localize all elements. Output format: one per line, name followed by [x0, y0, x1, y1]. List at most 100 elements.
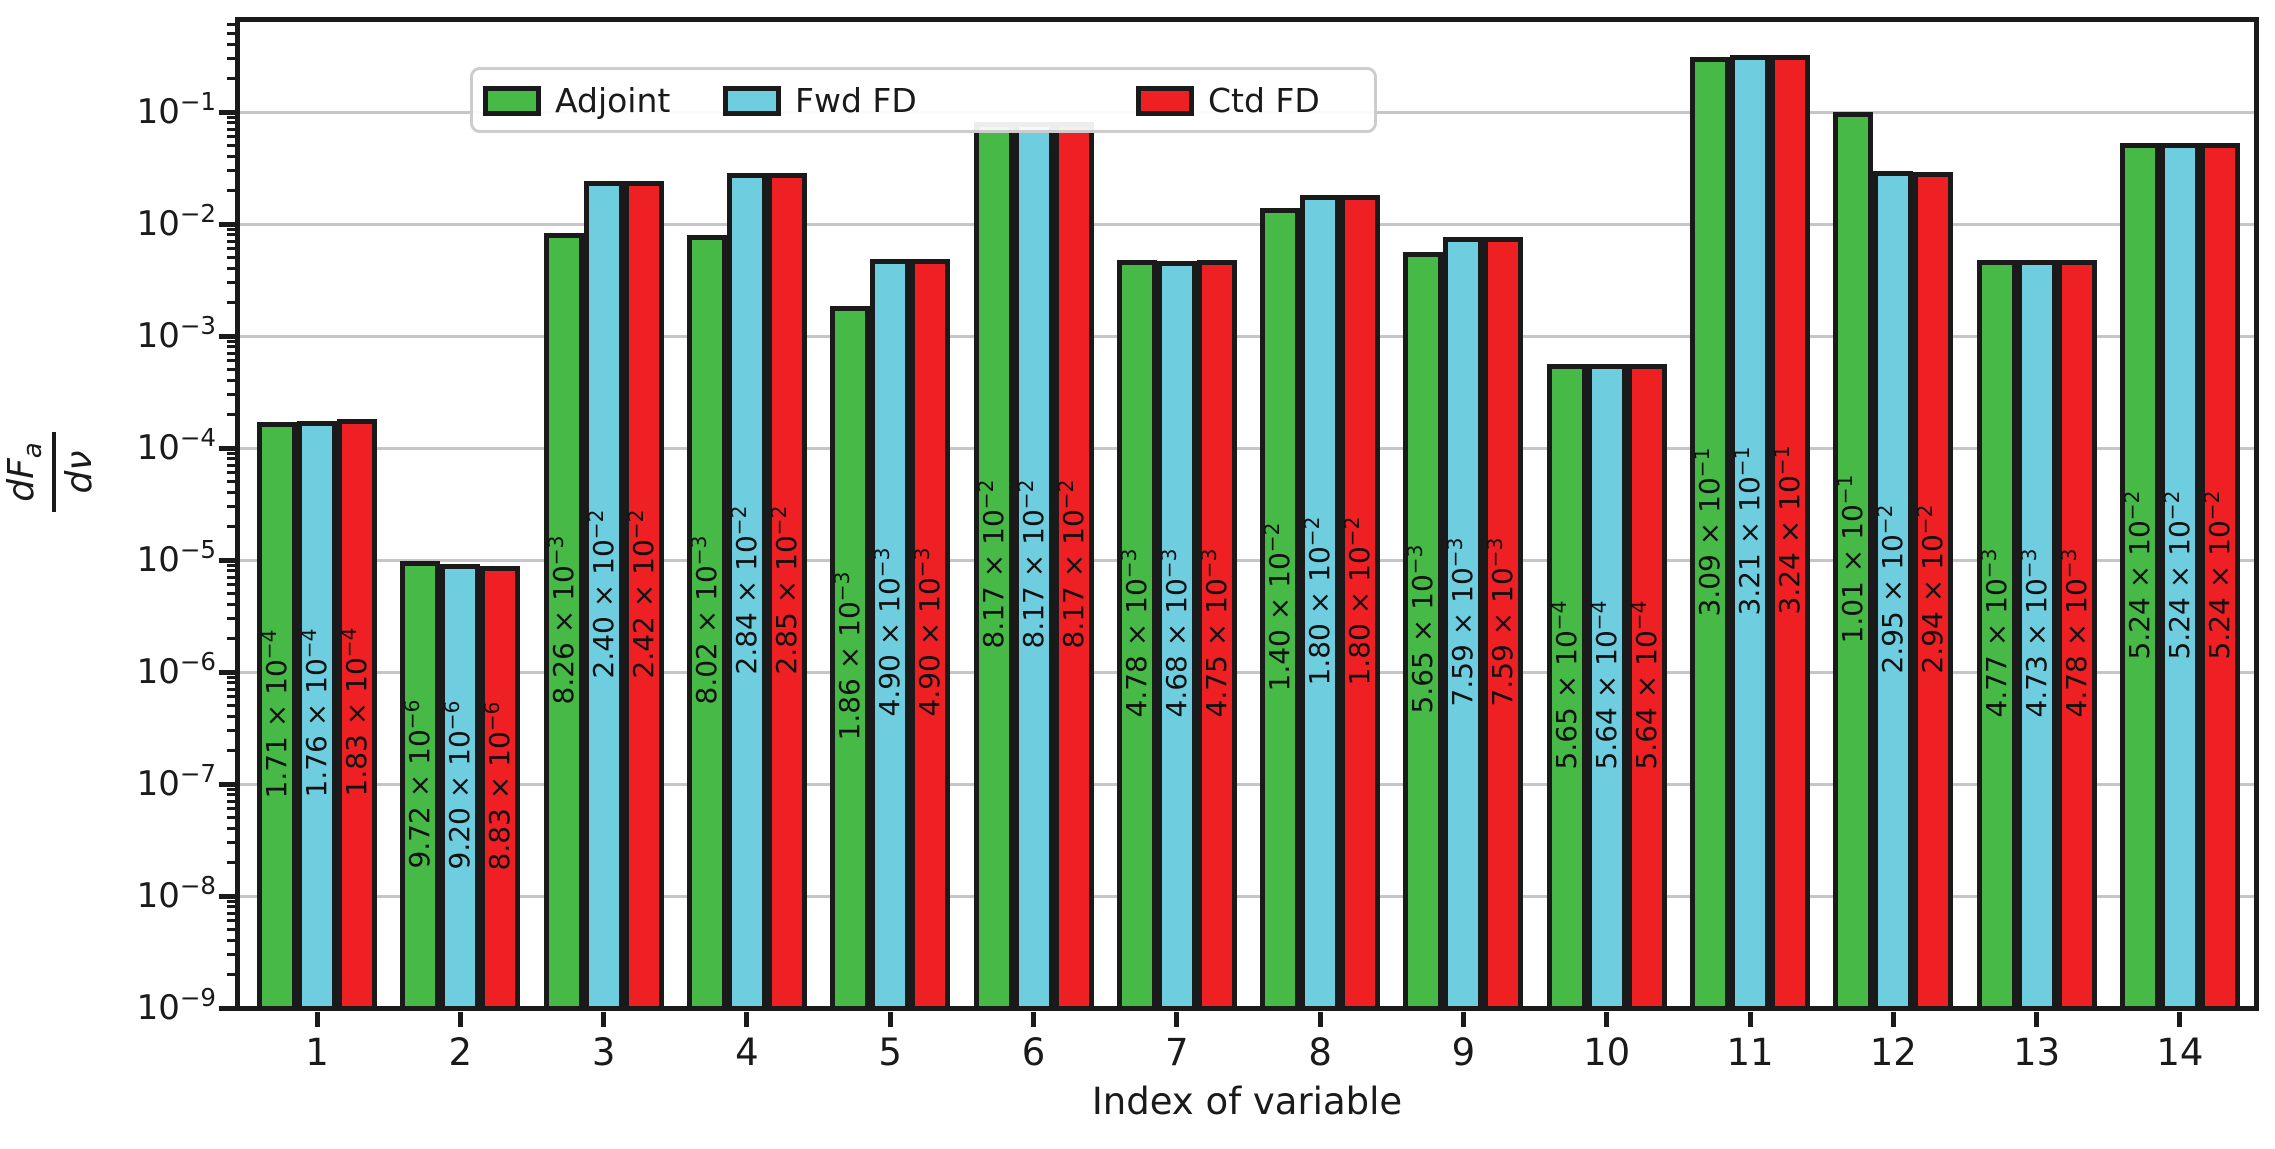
x-tick: [1460, 1012, 1466, 1027]
y-minor-tick: [227, 281, 235, 285]
y-minor-tick: [227, 135, 235, 139]
y-tick-label: 10−9: [136, 983, 216, 1028]
y-major-tick: [219, 109, 235, 115]
bar-value-label: 5.64 × 10−4: [1626, 600, 1663, 770]
y-minor-tick: [227, 351, 235, 355]
bar-value-label: 8.17 × 10−2: [973, 479, 1010, 649]
bar-fwd-fd: [1730, 55, 1770, 1006]
bar-value-label: 1.71 × 10−4: [256, 629, 293, 799]
bar-adjoint: [1403, 251, 1444, 1006]
x-tick-label: 12: [1869, 1031, 1917, 1074]
fraction-bar: [52, 432, 57, 512]
legend-label-ctd-fd: Ctd FD: [1208, 80, 1320, 120]
bar-value-label: 5.65 × 10−4: [1546, 600, 1583, 770]
bar-adjoint: [686, 234, 727, 1006]
bar-value-label: 4.78 × 10−3: [2056, 548, 2093, 718]
y-minor-tick: [227, 687, 235, 691]
bar-fwd-fd: [1443, 237, 1484, 1006]
x-axis-label: Index of variable: [1091, 1080, 1403, 1123]
y-major-tick: [219, 445, 235, 451]
x-tick: [1031, 1012, 1036, 1027]
y-major-tick: [219, 333, 235, 339]
bar-value-label: 4.90 × 10−3: [869, 547, 907, 717]
y-minor-tick: [227, 860, 235, 864]
bar-fwd-fd: [870, 258, 911, 1006]
y-gridline: [240, 558, 2254, 562]
x-tick-label: 2: [448, 1031, 473, 1074]
y-minor-tick: [227, 953, 235, 957]
bar-fwd-fd: [2016, 260, 2057, 1006]
bar-value-label: 8.17 × 10−2: [1053, 479, 1090, 649]
x-tick-label: 6: [1021, 1031, 1046, 1074]
y-tick-label: 10−4: [136, 423, 216, 468]
y-minor-tick: [227, 267, 235, 271]
y-minor-tick: [227, 412, 235, 416]
y-minor-tick: [227, 919, 235, 923]
bar-value-label: 8.17 × 10−2: [1013, 479, 1050, 649]
bar-adjoint: [1116, 259, 1157, 1006]
bar-fwd-fd: [440, 564, 481, 1006]
bar-value-label: 1.40 × 10−2: [1259, 522, 1297, 692]
y-minor-tick: [227, 617, 235, 621]
y-minor-tick: [227, 704, 235, 708]
y-tick-label: 10−1: [136, 87, 216, 132]
bar-fwd-fd: [2159, 143, 2200, 1006]
y-minor-tick: [227, 505, 235, 509]
bar-adjoint: [1976, 260, 2017, 1006]
legend-swatch-ctd-fd: [1136, 86, 1194, 116]
y-minor-tick: [227, 471, 235, 475]
y-minor-tick: [227, 807, 235, 811]
bar-ctd-fd: [910, 258, 951, 1006]
bar-value-label: 2.84 × 10−2: [726, 505, 763, 675]
x-tick: [887, 1012, 893, 1027]
bar-ctd-fd: [1053, 121, 1094, 1006]
x-tick-label: 7: [1165, 1031, 1189, 1074]
y-minor-tick: [227, 787, 235, 791]
y-minor-tick: [227, 524, 235, 528]
bar-ctd-fd: [2056, 259, 2097, 1006]
y-minor-tick: [227, 115, 235, 119]
x-tick: [1174, 1012, 1180, 1027]
bar-adjoint: [1833, 111, 1874, 1006]
x-tick-label: 11: [1726, 1031, 1774, 1074]
bar-value-label: 9.72 × 10−6: [399, 699, 437, 869]
x-tick: [2177, 1012, 2183, 1027]
y-major-tick: [219, 893, 235, 899]
y-minor-tick: [227, 239, 235, 243]
bar-ctd-fd: [1626, 363, 1667, 1006]
y-minor-tick: [227, 188, 235, 192]
x-tick: [1890, 1012, 1896, 1027]
y-minor-tick: [227, 233, 235, 237]
bar-ctd-fd: [766, 173, 807, 1006]
x-tick: [1747, 1012, 1753, 1027]
y-minor-tick: [227, 939, 235, 943]
legend-label-fwd-fd: Fwd FD: [795, 80, 917, 120]
y-minor-tick: [227, 563, 235, 567]
bar-adjoint: [400, 561, 441, 1006]
bar-adjoint: [543, 233, 584, 1006]
bar-value-label: 3.24 × 10−1: [1769, 445, 1806, 615]
x-tick-label: 4: [735, 1031, 759, 1074]
bar-adjoint: [1546, 363, 1587, 1006]
x-tick: [457, 1012, 463, 1027]
y-minor-tick: [227, 32, 235, 36]
y-minor-tick: [227, 155, 235, 159]
y-minor-tick: [227, 972, 235, 976]
y-minor-tick: [227, 339, 235, 343]
y-minor-tick: [227, 23, 235, 27]
y-minor-tick: [227, 905, 235, 909]
y-minor-tick: [227, 841, 235, 845]
bar-ctd-fd: [1913, 171, 1954, 1006]
bar-adjoint: [2119, 143, 2160, 1006]
bar-value-label: 4.78 × 10−3: [1116, 548, 1153, 718]
y-minor-tick: [227, 451, 235, 455]
y-minor-tick: [227, 715, 235, 719]
y-minor-tick: [227, 827, 235, 831]
y-tick-label: 10−5: [136, 535, 216, 580]
bar-value-label: 3.09 × 10−1: [1689, 447, 1726, 617]
bar-value-label: 9.20 × 10−6: [439, 700, 477, 870]
y-gridline: [240, 782, 2254, 786]
y-major-tick: [219, 557, 235, 563]
y-major-tick: [219, 781, 235, 787]
y-gridline: [240, 446, 2254, 450]
